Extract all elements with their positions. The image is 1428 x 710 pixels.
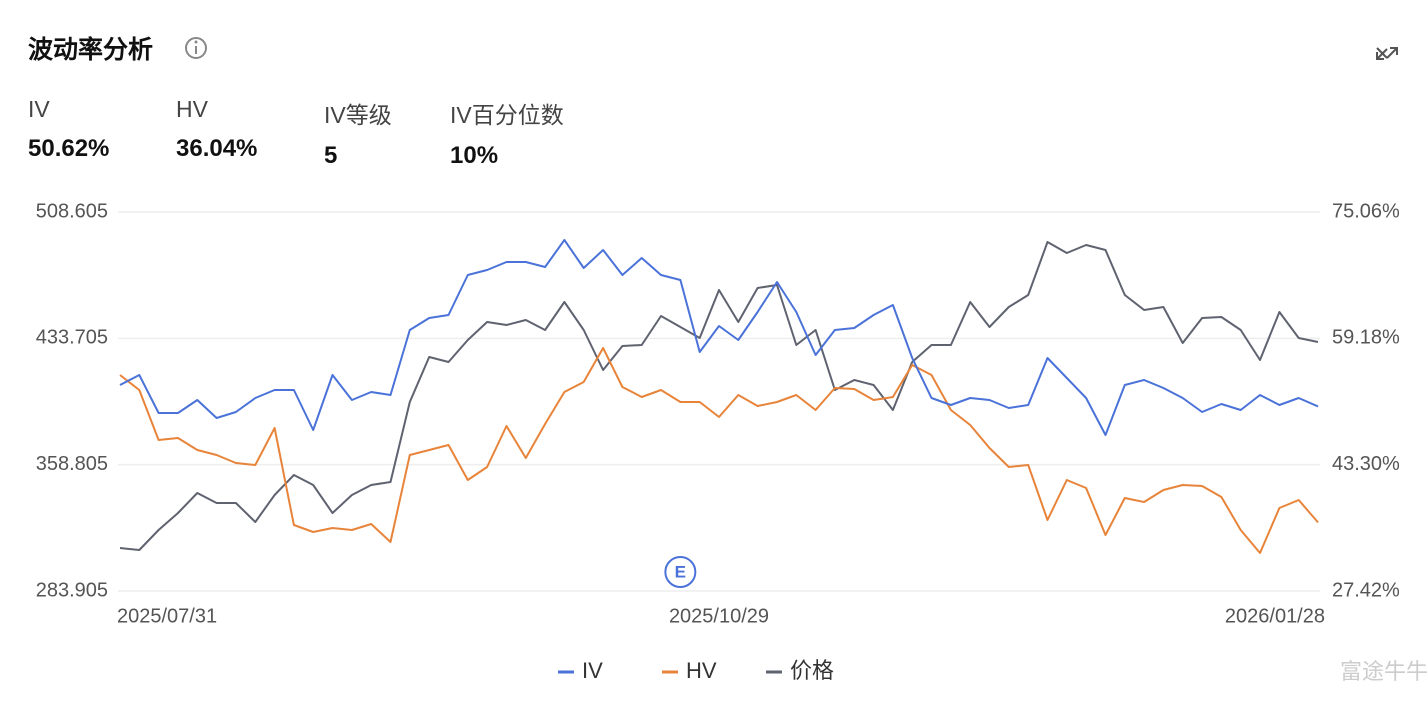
y-tick-label: 433.705 xyxy=(36,327,108,349)
legend-label: HV xyxy=(686,658,717,683)
stat-label: HV xyxy=(176,96,208,122)
stat: IV百分位数 10% xyxy=(450,96,564,170)
event-marker xyxy=(664,556,697,588)
stat-value: 50.62% xyxy=(28,135,110,162)
stat: HV 36.04% xyxy=(176,96,257,163)
legend-item[interactable]: IV xyxy=(558,658,603,683)
stat-value: 36.04% xyxy=(176,135,258,162)
stat-label: IV等级 xyxy=(324,102,392,128)
stat: IV 50.62% xyxy=(28,96,109,163)
event-label: E xyxy=(675,562,686,581)
legend-label: 价格 xyxy=(790,658,834,683)
legend-item[interactable]: 价格 xyxy=(766,658,834,683)
series-line xyxy=(119,241,1319,551)
y2-tick-label: 75.06% xyxy=(1332,200,1400,222)
stat: IV等级 5 xyxy=(324,96,392,170)
legend-label: IV xyxy=(582,658,603,683)
legend-item[interactable]: HV xyxy=(662,658,717,683)
y-tick-label: 508.605 xyxy=(36,200,108,222)
watermark: 富途牛牛 xyxy=(1340,659,1428,684)
info-icon[interactable] xyxy=(185,37,207,59)
y2-tick-label: 27.42% xyxy=(1332,579,1400,601)
series-line xyxy=(119,239,1319,436)
stat-label: IV xyxy=(28,96,50,122)
y2-tick-label: 43.30% xyxy=(1332,453,1400,475)
stat-value: 5 xyxy=(324,142,338,169)
title: 波动率分析 xyxy=(28,36,154,64)
y-tick-label: 283.905 xyxy=(36,579,108,601)
x-tick-label: 2026/01/28 xyxy=(1225,605,1325,627)
y2-tick-label: 59.18% xyxy=(1332,327,1400,349)
series-line xyxy=(119,347,1319,554)
expand-icon[interactable] xyxy=(1376,47,1398,60)
y-tick-label: 358.805 xyxy=(36,453,108,475)
x-tick-label: 2025/07/31 xyxy=(117,605,217,627)
stat-label: IV百分位数 xyxy=(450,102,564,128)
stat-value: 10% xyxy=(450,142,499,169)
x-tick-label: 2025/10/29 xyxy=(669,605,769,627)
